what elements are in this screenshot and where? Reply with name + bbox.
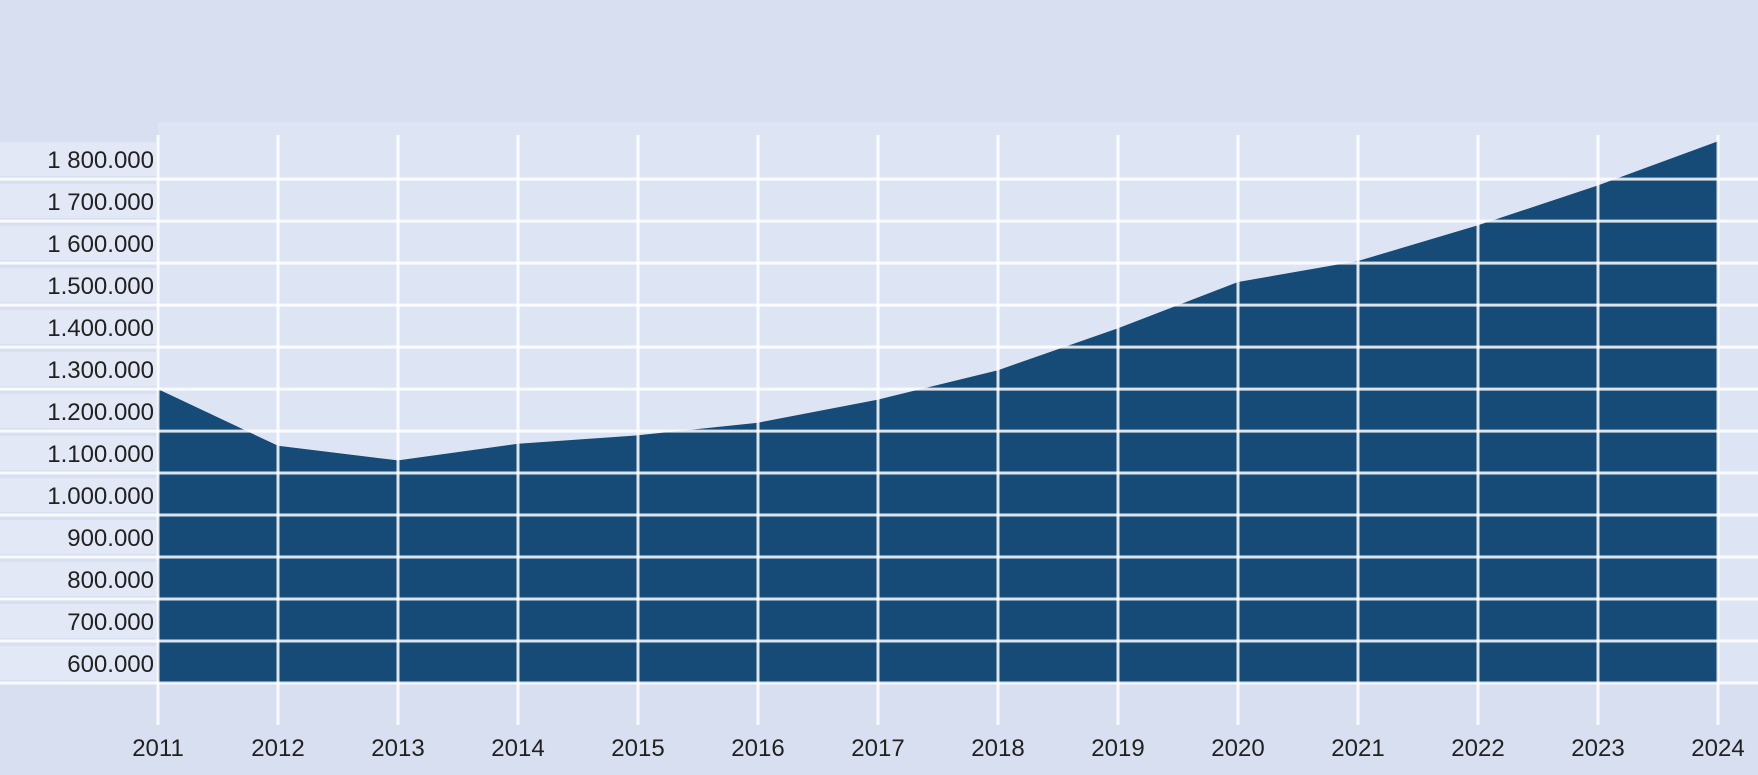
x-gridline — [876, 135, 880, 725]
x-gridline — [516, 135, 520, 725]
x-gridlines — [156, 135, 1720, 725]
x-axis-tick-label: 2016 — [731, 735, 784, 762]
x-gridline — [996, 135, 1000, 725]
x-axis-tick-label: 2018 — [971, 735, 1024, 762]
x-gridline — [1476, 135, 1480, 725]
x-axis-tick-label: 2023 — [1571, 735, 1624, 762]
y-label-band — [0, 142, 156, 177]
y-tick-labels: 600.000 700.000 800.000 900.000 1.000.000 1.1… — [47, 147, 154, 678]
y-label-band — [0, 478, 156, 513]
x-gridline — [1356, 135, 1360, 725]
y-label-band — [0, 604, 156, 639]
y-axis-tick-label: 700.000 — [67, 609, 154, 636]
x-gridline — [756, 135, 760, 725]
x-axis-tick-label: 2012 — [251, 735, 304, 762]
y-axis-tick-label: 1.200.000 — [47, 399, 154, 426]
x-axis-tick-label: 2017 — [851, 735, 904, 762]
x-axis-tick-label: 2021 — [1331, 735, 1384, 762]
y-label-band — [0, 184, 156, 219]
y-label-band — [0, 520, 156, 555]
y-axis-tick-label: 1 800.000 — [47, 147, 154, 174]
y-axis-tick-label: 800.000 — [67, 567, 154, 594]
y-axis-tick-label: 1.000.000 — [47, 483, 154, 510]
x-gridline — [636, 135, 640, 725]
x-axis-tick-label: 2013 — [371, 735, 424, 762]
x-gridline — [396, 135, 400, 725]
y-axis-tick-label: 1 600.000 — [47, 231, 154, 258]
y-axis-tick-label: 600.000 — [67, 651, 154, 678]
y-axis-tick-label: 1.300.000 — [47, 357, 154, 384]
x-axis-tick-label: 2015 — [611, 735, 664, 762]
y-label-bands — [0, 142, 156, 680]
y-label-band — [0, 310, 156, 345]
y-label-band — [0, 562, 156, 597]
area-series — [158, 141, 1718, 684]
y-label-band — [0, 646, 156, 680]
y-axis-tick-label: 1 700.000 — [47, 189, 154, 216]
y-axis-tick-label: 1.100.000 — [47, 441, 154, 468]
x-gridline — [276, 135, 280, 725]
y-axis-tick-label: 900.000 — [67, 525, 154, 552]
y-label-band — [0, 394, 156, 429]
x-axis-tick-label: 2022 — [1451, 735, 1504, 762]
y-label-band — [0, 268, 156, 303]
y-axis-tick-label: 1.400.000 — [47, 315, 154, 342]
x-gridline — [1236, 135, 1240, 725]
y-label-band — [0, 436, 156, 471]
x-tick-labels: 2011 2012 2013 2014 2015 2016 2017 2018 2019 2020… — [132, 735, 1745, 762]
x-gridline — [1116, 135, 1120, 725]
y-label-band — [0, 226, 156, 261]
x-axis-tick-label: 2014 — [491, 735, 544, 762]
x-axis-tick-label: 2020 — [1211, 735, 1264, 762]
x-axis-tick-label: 2024 — [1691, 735, 1744, 762]
x-axis-tick-label: 2011 — [132, 735, 184, 762]
y-axis-tick-label: 1.500.000 — [47, 273, 154, 300]
y-label-band — [0, 352, 156, 387]
x-axis-tick-label: 2019 — [1091, 735, 1144, 762]
x-gridline — [156, 135, 160, 725]
x-gridline — [1716, 135, 1720, 725]
x-gridline — [1596, 135, 1600, 725]
